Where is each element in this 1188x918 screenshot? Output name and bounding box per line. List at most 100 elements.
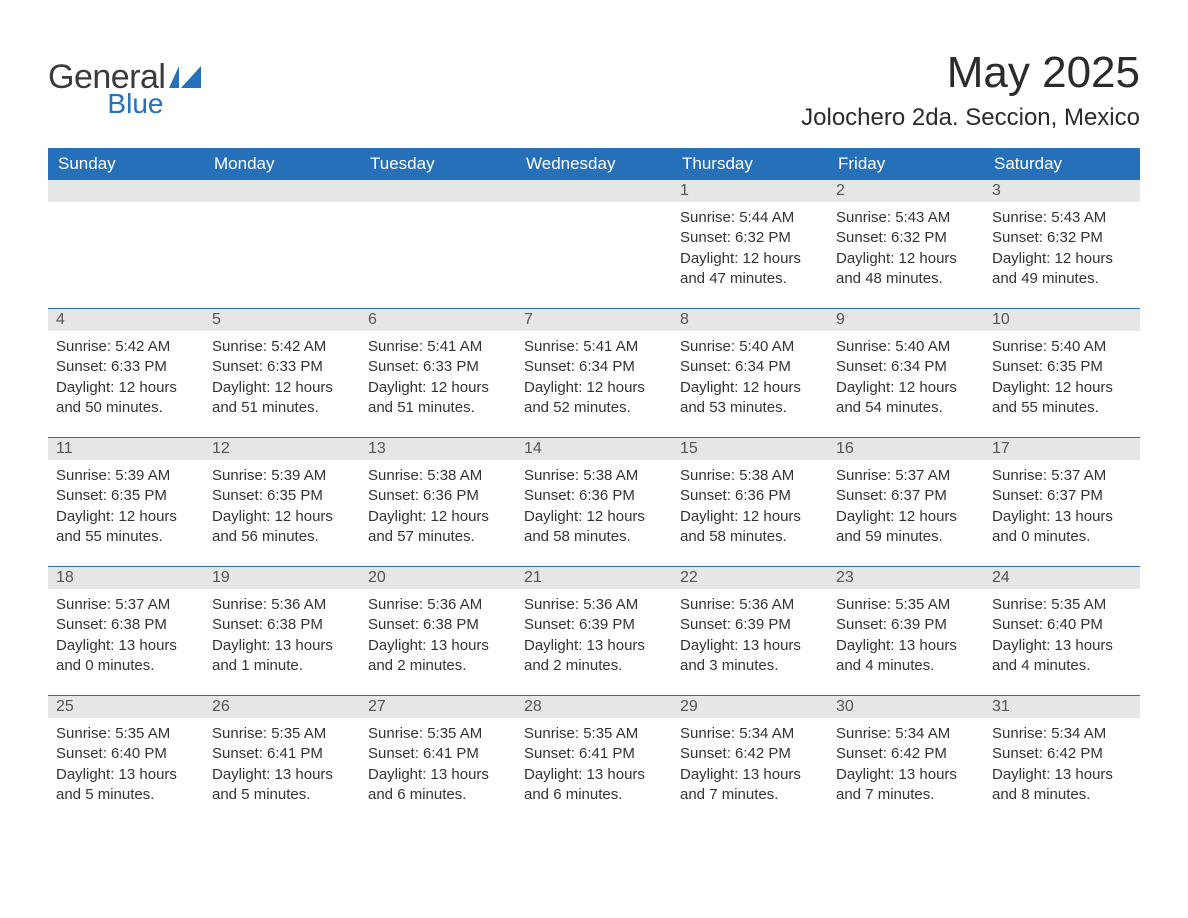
day-number: 4 [48, 309, 204, 331]
calendar-day-cell: 21Sunrise: 5:36 AMSunset: 6:39 PMDayligh… [516, 567, 672, 696]
sunrise-text: Sunrise: 5:43 AM [992, 208, 1132, 228]
day-number: 24 [984, 567, 1140, 589]
calendar-body: 1Sunrise: 5:44 AMSunset: 6:32 PMDaylight… [48, 180, 1140, 824]
calendar-day-cell: 29Sunrise: 5:34 AMSunset: 6:42 PMDayligh… [672, 696, 828, 824]
calendar-day-cell: 25Sunrise: 5:35 AMSunset: 6:40 PMDayligh… [48, 696, 204, 824]
day-details: Sunrise: 5:40 AMSunset: 6:35 PMDaylight:… [984, 331, 1140, 422]
daylight-text: Daylight: 13 hours and 3 minutes. [680, 636, 820, 677]
daylight-text: Daylight: 13 hours and 1 minute. [212, 636, 352, 677]
sunset-text: Sunset: 6:32 PM [680, 228, 820, 248]
day-number: 3 [984, 180, 1140, 202]
day-details: Sunrise: 5:41 AMSunset: 6:34 PMDaylight:… [516, 331, 672, 422]
day-number: 6 [360, 309, 516, 331]
day-details [48, 202, 204, 212]
calendar-day-cell: 26Sunrise: 5:35 AMSunset: 6:41 PMDayligh… [204, 696, 360, 824]
day-number: 14 [516, 438, 672, 460]
calendar-day-cell: 9Sunrise: 5:40 AMSunset: 6:34 PMDaylight… [828, 309, 984, 438]
daylight-text: Daylight: 12 hours and 58 minutes. [524, 507, 664, 548]
sunrise-text: Sunrise: 5:42 AM [212, 337, 352, 357]
day-details: Sunrise: 5:38 AMSunset: 6:36 PMDaylight:… [516, 460, 672, 551]
day-number [360, 180, 516, 202]
day-number: 27 [360, 696, 516, 718]
day-details: Sunrise: 5:37 AMSunset: 6:37 PMDaylight:… [828, 460, 984, 551]
location-subtitle: Jolochero 2da. Seccion, Mexico [801, 104, 1140, 132]
daylight-text: Daylight: 12 hours and 57 minutes. [368, 507, 508, 548]
day-details: Sunrise: 5:40 AMSunset: 6:34 PMDaylight:… [828, 331, 984, 422]
day-number: 13 [360, 438, 516, 460]
sunset-text: Sunset: 6:41 PM [368, 744, 508, 764]
day-details: Sunrise: 5:38 AMSunset: 6:36 PMDaylight:… [672, 460, 828, 551]
daylight-text: Daylight: 12 hours and 51 minutes. [368, 378, 508, 419]
daylight-text: Daylight: 12 hours and 51 minutes. [212, 378, 352, 419]
day-of-week-header: Friday [828, 148, 984, 180]
day-details: Sunrise: 5:43 AMSunset: 6:32 PMDaylight:… [828, 202, 984, 293]
day-details [360, 202, 516, 212]
day-of-week-row: SundayMondayTuesdayWednesdayThursdayFrid… [48, 148, 1140, 180]
day-number [204, 180, 360, 202]
sunrise-text: Sunrise: 5:34 AM [836, 724, 976, 744]
calendar-day-cell: 3Sunrise: 5:43 AMSunset: 6:32 PMDaylight… [984, 180, 1140, 309]
month-title: May 2025 [801, 48, 1140, 98]
day-details: Sunrise: 5:34 AMSunset: 6:42 PMDaylight:… [828, 718, 984, 809]
sunset-text: Sunset: 6:32 PM [836, 228, 976, 248]
sunset-text: Sunset: 6:33 PM [212, 357, 352, 377]
day-details: Sunrise: 5:40 AMSunset: 6:34 PMDaylight:… [672, 331, 828, 422]
day-of-week-header: Wednesday [516, 148, 672, 180]
daylight-text: Daylight: 12 hours and 56 minutes. [212, 507, 352, 548]
sunrise-text: Sunrise: 5:35 AM [56, 724, 196, 744]
sunset-text: Sunset: 6:34 PM [680, 357, 820, 377]
daylight-text: Daylight: 12 hours and 53 minutes. [680, 378, 820, 419]
daylight-text: Daylight: 12 hours and 49 minutes. [992, 249, 1132, 290]
sunset-text: Sunset: 6:35 PM [992, 357, 1132, 377]
daylight-text: Daylight: 12 hours and 54 minutes. [836, 378, 976, 419]
calendar-day-cell: 17Sunrise: 5:37 AMSunset: 6:37 PMDayligh… [984, 438, 1140, 567]
day-details: Sunrise: 5:35 AMSunset: 6:41 PMDaylight:… [204, 718, 360, 809]
day-of-week-header: Tuesday [360, 148, 516, 180]
calendar-day-cell: 15Sunrise: 5:38 AMSunset: 6:36 PMDayligh… [672, 438, 828, 567]
calendar-day-cell: 7Sunrise: 5:41 AMSunset: 6:34 PMDaylight… [516, 309, 672, 438]
calendar-day-cell: 30Sunrise: 5:34 AMSunset: 6:42 PMDayligh… [828, 696, 984, 824]
sunrise-text: Sunrise: 5:41 AM [524, 337, 664, 357]
sunrise-text: Sunrise: 5:39 AM [212, 466, 352, 486]
day-details: Sunrise: 5:36 AMSunset: 6:38 PMDaylight:… [204, 589, 360, 680]
sunrise-text: Sunrise: 5:37 AM [992, 466, 1132, 486]
calendar-day-cell [516, 180, 672, 309]
day-details: Sunrise: 5:35 AMSunset: 6:41 PMDaylight:… [360, 718, 516, 809]
day-details: Sunrise: 5:35 AMSunset: 6:40 PMDaylight:… [984, 589, 1140, 680]
day-number: 5 [204, 309, 360, 331]
day-details: Sunrise: 5:43 AMSunset: 6:32 PMDaylight:… [984, 202, 1140, 293]
day-details: Sunrise: 5:37 AMSunset: 6:37 PMDaylight:… [984, 460, 1140, 551]
day-of-week-header: Thursday [672, 148, 828, 180]
calendar-day-cell: 5 Sunrise: 5:42 AMSunset: 6:33 PMDaylight… [204, 309, 360, 438]
day-number: 18 [48, 567, 204, 589]
sunrise-text: Sunrise: 5:41 AM [368, 337, 508, 357]
sunset-text: Sunset: 6:42 PM [992, 744, 1132, 764]
calendar-day-cell [360, 180, 516, 309]
calendar-week-row: 4Sunrise: 5:42 AMSunset: 6:33 PMDaylight… [48, 309, 1140, 438]
page-header: General Blue May 2025 Jolochero 2da. Sec… [48, 48, 1140, 132]
calendar-week-row: 11Sunrise: 5:39 AMSunset: 6:35 PMDayligh… [48, 438, 1140, 567]
sunrise-text: Sunrise: 5:36 AM [368, 595, 508, 615]
calendar-day-cell: 14Sunrise: 5:38 AMSunset: 6:36 PMDayligh… [516, 438, 672, 567]
sunset-text: Sunset: 6:38 PM [56, 615, 196, 635]
sunset-text: Sunset: 6:34 PM [524, 357, 664, 377]
day-details: Sunrise: 5:34 AMSunset: 6:42 PMDaylight:… [672, 718, 828, 809]
day-number: 30 [828, 696, 984, 718]
calendar-week-row: 1Sunrise: 5:44 AMSunset: 6:32 PMDaylight… [48, 180, 1140, 309]
sunrise-text: Sunrise: 5:35 AM [524, 724, 664, 744]
day-details [204, 202, 360, 212]
sunrise-text: Sunrise: 5:36 AM [680, 595, 820, 615]
day-number: 21 [516, 567, 672, 589]
sunset-text: Sunset: 6:33 PM [368, 357, 508, 377]
sunrise-text: Sunrise: 5:35 AM [836, 595, 976, 615]
brand-text: General Blue [48, 60, 165, 118]
sunset-text: Sunset: 6:38 PM [212, 615, 352, 635]
day-details: Sunrise: 5:36 AMSunset: 6:39 PMDaylight:… [672, 589, 828, 680]
calendar-day-cell: 4Sunrise: 5:42 AMSunset: 6:33 PMDaylight… [48, 309, 204, 438]
day-number: 26 [204, 696, 360, 718]
day-number: 16 [828, 438, 984, 460]
daylight-text: Daylight: 13 hours and 7 minutes. [680, 765, 820, 806]
day-of-week-header: Monday [204, 148, 360, 180]
calendar-day-cell: 19Sunrise: 5:36 AMSunset: 6:38 PMDayligh… [204, 567, 360, 696]
day-number: 28 [516, 696, 672, 718]
